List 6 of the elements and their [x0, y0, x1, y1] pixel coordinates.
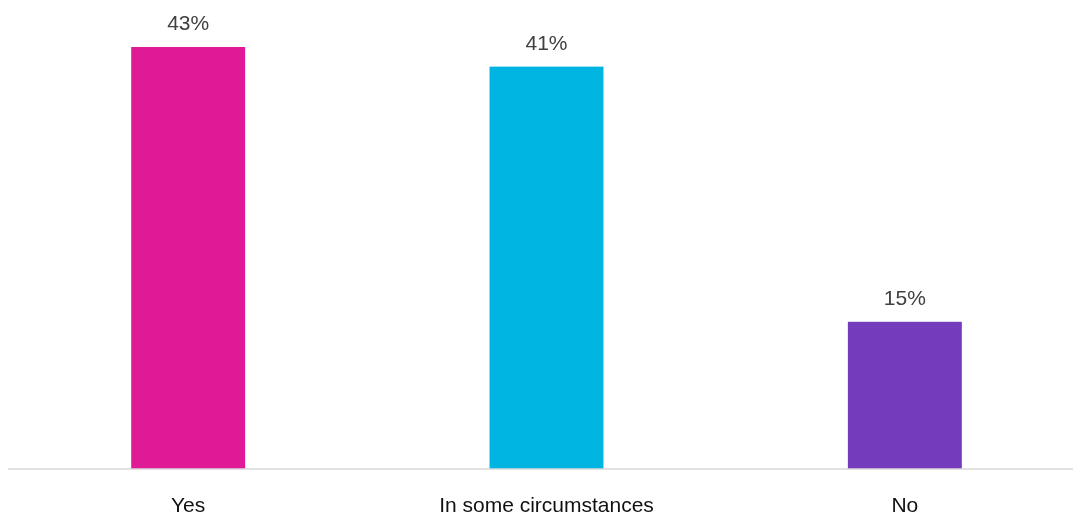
x-tick-label: No [891, 493, 919, 516]
data-label: 41% [525, 30, 568, 54]
data-label: 15% [883, 285, 926, 309]
x-tick-label: In some circumstances [439, 493, 654, 516]
data-label: 43% [167, 11, 210, 34]
x-tick-label: Yes [171, 493, 206, 516]
